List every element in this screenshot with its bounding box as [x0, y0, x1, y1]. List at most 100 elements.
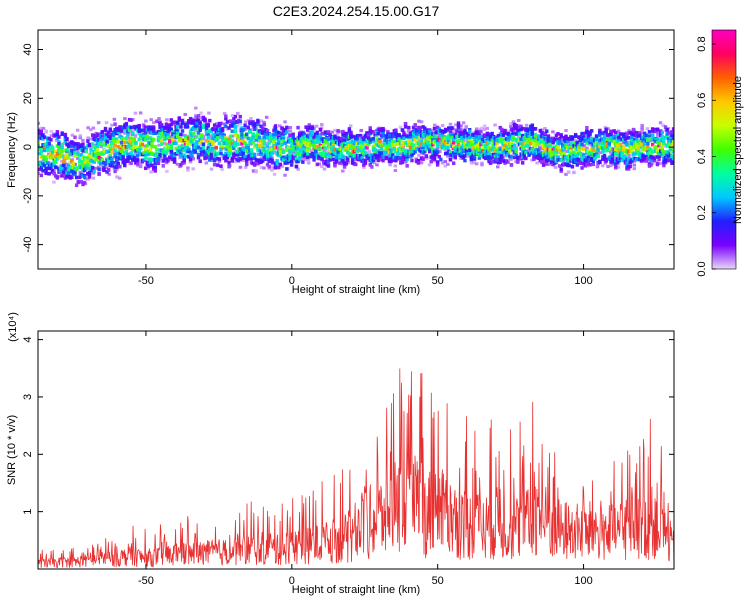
spectrogram-cell [320, 131, 324, 136]
spectrogram-x-tick-label: 50 [432, 275, 444, 287]
spectrogram-cell [285, 148, 289, 153]
spectrogram-cell [376, 158, 380, 163]
spectrogram-cell [111, 134, 116, 138]
spectrogram-cell [347, 127, 352, 131]
spectrogram-cell [341, 159, 345, 163]
spectrogram-halo-cell [191, 156, 195, 160]
spectrogram-cell [331, 157, 336, 162]
spectrogram-halo-cell [78, 134, 83, 138]
spectrogram-cell [424, 147, 429, 151]
spectrogram-halo-cell [123, 131, 127, 135]
spectrogram-cell [614, 130, 618, 135]
spectrogram-cell [591, 148, 595, 153]
spectrogram-cell [626, 135, 631, 140]
spectrogram-cell [151, 137, 156, 142]
spectrogram-cell [159, 139, 164, 143]
spectrogram-cell [206, 131, 210, 136]
spectrogram-halo-cell [152, 121, 156, 125]
spectrogram-cell [530, 132, 535, 136]
spectrogram-cell [378, 127, 382, 131]
spectrogram-halo-cell [480, 126, 484, 130]
snr-y-tick-label: 4 [22, 337, 34, 343]
spectrogram-halo-cell [398, 125, 403, 129]
spectrogram-cell [192, 137, 196, 141]
spectrogram-cell [187, 154, 191, 159]
spectrogram-cell [206, 136, 210, 140]
spectrogram-cell [570, 137, 575, 141]
spectrogram-halo-cell [469, 161, 474, 165]
snr-x-ticks: -50 0 50 100 [138, 331, 593, 587]
spectrogram-cell [184, 154, 188, 159]
spectrogram-cell [617, 137, 621, 142]
spectrogram-cell [42, 148, 47, 153]
spectrogram-cell [249, 148, 254, 152]
spectrogram-cell [532, 140, 536, 145]
spectrogram-cell [124, 147, 129, 152]
spectrogram-halo-cell [446, 154, 450, 158]
spectrogram-cell [253, 127, 257, 132]
spectrogram-cell [331, 140, 336, 145]
spectrogram-cell [641, 157, 645, 162]
spectrogram-cell [538, 140, 543, 144]
spectrogram-halo-cell [459, 124, 463, 128]
spectrogram-halo-cell [658, 121, 663, 125]
spectrogram-cell [503, 148, 507, 153]
spectrogram-cell [153, 168, 157, 172]
spectrogram-cell [474, 134, 478, 139]
spectrogram-halo-cell [572, 171, 576, 175]
spectrogram-cell [537, 135, 541, 139]
spectrogram-cell [70, 175, 74, 180]
spectrogram-cell [501, 150, 506, 155]
colorbar-gradient [712, 30, 736, 269]
spectrogram-halo-cell [553, 165, 558, 169]
spectrogram-halo-cell [199, 142, 203, 146]
spectrogram-cell [451, 144, 456, 149]
spectrogram-cell [206, 123, 210, 128]
spectrogram-cell [408, 135, 413, 139]
spectrogram-cell [379, 142, 384, 147]
spectrogram-halo-cell [183, 112, 188, 116]
spectrogram-cell [427, 142, 432, 147]
spectrogram-cell [633, 151, 637, 155]
spectrogram-cell [594, 137, 599, 142]
spectrogram-cell [267, 159, 271, 164]
spectrogram-cell [407, 125, 411, 130]
spectrogram-cell [541, 135, 546, 139]
spectrogram-cell [650, 150, 655, 154]
spectrogram-cell [54, 165, 58, 169]
spectrogram-halo-cell [603, 125, 608, 129]
spectrogram-cell [60, 145, 64, 150]
spectrogram-halo-cell [535, 161, 539, 165]
spectrogram-cell [159, 134, 164, 139]
spectrogram-halo-cell [464, 138, 468, 142]
spectrogram-halo-cell [128, 132, 132, 136]
spectrogram-cell [533, 132, 538, 137]
spectrogram-halo-cell [57, 145, 62, 149]
spectrogram-halo-cell [325, 147, 329, 151]
spectrogram-cell [143, 131, 148, 135]
spectrogram-cell [533, 134, 538, 139]
spectrogram-cell [201, 142, 206, 147]
spectrogram-cell [132, 137, 137, 142]
spectrogram-cell [224, 151, 228, 156]
spectrogram-cell [62, 163, 66, 168]
spectrogram-cell [190, 150, 194, 155]
spectrogram-halo-cell [574, 139, 579, 143]
spectrogram-cell [509, 163, 514, 167]
spectrogram-cell [514, 147, 518, 151]
spectrogram-cell [126, 152, 130, 157]
spectrogram-halo-cell [306, 158, 311, 162]
spectrogram-cell [227, 161, 231, 165]
spectrogram-cell [70, 158, 74, 163]
spectrogram-halo-cell [448, 122, 453, 126]
spectrogram-cell [376, 149, 380, 153]
spectrogram-cell [525, 132, 530, 136]
spectrogram-cell [175, 134, 180, 139]
spectrogram-halo-cell [288, 126, 293, 130]
spectrogram-cell [602, 134, 607, 139]
spectrogram-cell [365, 145, 369, 150]
spectrogram-cell [634, 142, 639, 146]
spectrogram-cell [403, 149, 408, 154]
spectrogram-cell [638, 133, 642, 138]
spectrogram-cell [405, 164, 409, 168]
